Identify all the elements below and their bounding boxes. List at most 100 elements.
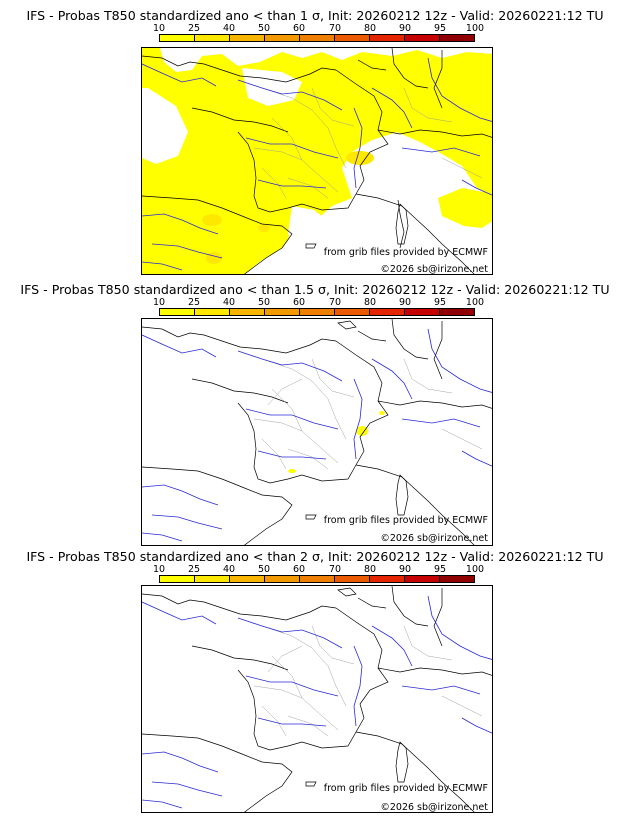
copyright-credit: ©2026 sb@irizone.net	[380, 802, 488, 813]
colorbar-tick: 60	[292, 297, 306, 308]
probability-patch	[206, 252, 222, 264]
colorbar-swatch	[230, 35, 265, 41]
forecast-panel-1-5-sigma: IFS - Probas T850 standardized ano < tha…	[0, 275, 630, 551]
rivers	[142, 595, 492, 809]
clear-area	[288, 206, 332, 250]
colorbar-tick: 95	[433, 23, 447, 34]
colorbar-swatch	[300, 576, 335, 582]
coastline	[237, 131, 289, 213]
colorbar-tick: 80	[363, 564, 377, 575]
probability-field	[288, 411, 385, 473]
coastline	[142, 55, 337, 83]
colorbar-tick: 10	[152, 297, 166, 308]
rivers	[142, 57, 492, 271]
clear-areas	[142, 68, 492, 274]
corsica-outline	[395, 203, 409, 245]
colorbar-swatch	[405, 309, 440, 315]
colorbar-tick: 40	[222, 297, 236, 308]
border	[357, 59, 387, 71]
colorbar-swatch	[160, 35, 195, 41]
rivers	[142, 328, 492, 542]
colorbar-swatch	[300, 35, 335, 41]
colorbar-swatch	[160, 576, 195, 582]
probability-patch	[379, 411, 385, 415]
probability-colorbar: 10 25 40 50 60 70 80 90 95 100	[153, 297, 484, 319]
map-drawing	[142, 48, 492, 274]
border	[355, 193, 475, 274]
colorbar-swatch	[440, 309, 474, 315]
data-source-credit: from grib files provided by ECMWF	[323, 247, 488, 258]
probability-colorbar: 10 25 40 50 60 70 80 90 95 100	[153, 564, 484, 586]
coastline	[191, 107, 289, 133]
map-drawing	[142, 586, 492, 812]
island-outline	[305, 243, 317, 249]
colorbar-tick: 60	[292, 23, 306, 34]
forecast-panel-2-sigma: IFS - Probas T850 standardized ano < tha…	[0, 545, 630, 828]
colorbar-tick: 95	[433, 564, 447, 575]
colorbar-swatch	[300, 309, 335, 315]
colorbar-swatches	[159, 575, 475, 583]
region-boundaries	[253, 625, 483, 737]
colorbar-swatch	[405, 576, 440, 582]
coastline	[142, 195, 293, 274]
colorbar-tick: 10	[152, 564, 166, 575]
colorbar-swatches	[159, 308, 475, 316]
colorbar-tick: 90	[398, 23, 412, 34]
colorbar-swatch	[335, 576, 370, 582]
map-drawing	[142, 319, 492, 545]
border	[377, 129, 492, 138]
colorbar-tick: 50	[257, 23, 271, 34]
colorbar-tick: 50	[257, 564, 271, 575]
colorbar-tick: 90	[398, 297, 412, 308]
colorbar-swatch	[195, 309, 230, 315]
probability-patch	[258, 224, 270, 232]
colorbar-tick: 95	[433, 297, 447, 308]
colorbar-swatch	[440, 576, 474, 582]
colorbar-tick: 100	[465, 23, 485, 34]
country-borders	[142, 586, 492, 812]
colorbar-tick: 25	[187, 23, 201, 34]
probability-map	[141, 585, 493, 813]
colorbar-swatch	[195, 576, 230, 582]
colorbar-tick: 70	[328, 23, 342, 34]
colorbar-tick: 100	[465, 297, 485, 308]
probability-patch	[288, 469, 296, 473]
copyright-credit: ©2026 sb@irizone.net	[380, 264, 488, 275]
colorbar-tick: 90	[398, 564, 412, 575]
colorbar-tick: 10	[152, 23, 166, 34]
border	[391, 48, 429, 89]
colorbar-swatch	[370, 309, 405, 315]
region-boundaries	[253, 87, 483, 199]
colorbar-tick: 25	[187, 297, 201, 308]
border	[287, 69, 389, 211]
colorbar-tick: 60	[292, 564, 306, 575]
colorbar-swatch	[335, 309, 370, 315]
colorbar-tick: 25	[187, 564, 201, 575]
colorbar-swatch	[230, 309, 265, 315]
colorbar-swatch	[265, 35, 300, 41]
colorbar-tick: 80	[363, 23, 377, 34]
colorbar-tick: 100	[465, 564, 485, 575]
copyright-credit: ©2026 sb@irizone.net	[380, 533, 488, 544]
border	[433, 50, 443, 109]
islands	[305, 203, 409, 249]
colorbar-swatch	[335, 35, 370, 41]
colorbar-tick: 70	[328, 564, 342, 575]
probability-map	[141, 318, 493, 546]
probability-patch	[202, 214, 222, 226]
panel-title: IFS - Probas T850 standardized ano < tha…	[26, 549, 604, 564]
probability-patch	[356, 426, 368, 436]
colorbar-tick: 80	[363, 297, 377, 308]
colorbar-tick: 40	[222, 23, 236, 34]
probability-map	[141, 47, 493, 275]
colorbar-tick: 40	[222, 564, 236, 575]
country-borders	[142, 319, 492, 545]
colorbar-swatch	[440, 35, 474, 41]
probability-patches-25	[202, 151, 374, 264]
probability-colorbar: 10 25 40 50 60 70 80 90 95 100	[153, 23, 484, 45]
panel-title: IFS - Probas T850 standardized ano < tha…	[26, 8, 604, 23]
colorbar-swatch	[195, 35, 230, 41]
data-source-credit: from grib files provided by ECMWF	[323, 783, 488, 794]
colorbar-swatch	[160, 309, 195, 315]
colorbar-swatch	[370, 576, 405, 582]
